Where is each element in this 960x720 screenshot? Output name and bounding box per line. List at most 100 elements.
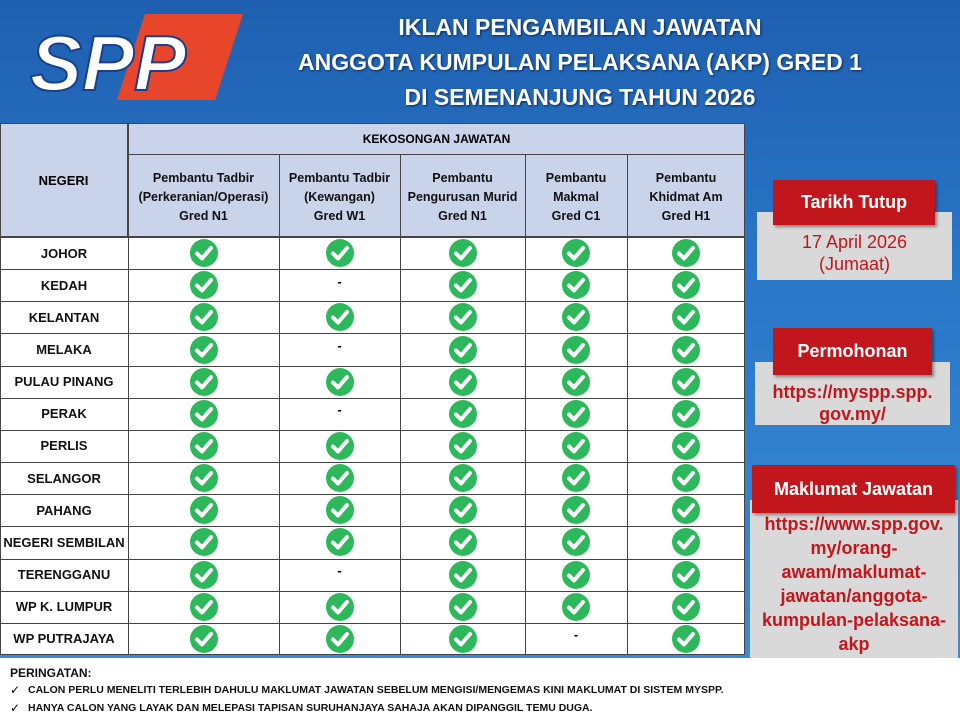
panel-text: 17 April 2026 <box>801 232 908 252</box>
check-icon <box>325 432 354 460</box>
logo-text: SPP <box>30 19 187 107</box>
check-icon <box>672 528 700 557</box>
check-icon <box>562 560 590 589</box>
footer-item: HANYA CALON YANG LAYAK DAN MELEPASI TAPI… <box>28 702 593 714</box>
check-mark: ✓ <box>10 701 21 715</box>
check-icon <box>325 239 354 268</box>
check-icon <box>672 335 700 364</box>
footer-bg <box>0 658 960 720</box>
check-icon <box>672 303 700 332</box>
check-icon <box>448 367 477 396</box>
column-header: Pembantu Tadbir <box>288 171 391 185</box>
check-icon <box>562 271 590 300</box>
row-line <box>0 590 745 592</box>
state-name: WP K. LUMPUR <box>15 599 113 615</box>
check-icon <box>672 464 700 493</box>
row-line <box>0 333 745 335</box>
check-icon <box>562 399 590 428</box>
state-name: KEDAH <box>40 277 88 293</box>
column-header: Pembantu Tadbir <box>152 171 255 185</box>
check-icon <box>189 271 218 300</box>
title-line: DI SEMENANJUNG TAHUN 2026 <box>404 84 756 110</box>
column-header: Gred N1 <box>179 209 228 223</box>
state-name: PERAK <box>41 406 87 422</box>
row-line <box>0 429 745 431</box>
check-icon <box>672 432 700 460</box>
check-icon <box>672 399 700 428</box>
panel-text: kumpulan-pelaksana- <box>761 610 947 630</box>
panel-text: jawatan/anggota- <box>780 586 928 606</box>
check-icon <box>448 560 477 589</box>
column-header: Pengurusan Murid <box>407 190 518 204</box>
check-icon <box>189 624 218 653</box>
check-icon <box>325 624 354 653</box>
row-line <box>0 365 745 367</box>
row-line <box>0 301 745 303</box>
check-icon <box>448 239 477 268</box>
column-divider <box>525 155 526 655</box>
state-name: SELANGOR <box>27 470 101 486</box>
column-divider <box>128 123 129 655</box>
row-line <box>0 558 745 560</box>
row-line <box>0 269 745 271</box>
row-line <box>0 237 745 238</box>
check-icon <box>325 367 354 396</box>
panel-title: Maklumat Jawatan <box>752 465 955 513</box>
state-name: WP PUTRAJAYA <box>13 631 115 647</box>
panel-title: Tarikh Tutup <box>773 180 935 225</box>
check-icon <box>325 496 354 525</box>
state-name: MELAKA <box>36 342 92 358</box>
dash: - <box>337 563 342 579</box>
row-line <box>0 526 745 528</box>
check-icon <box>448 592 477 621</box>
footer-item: CALON PERLU MENELITI TERLEBIH DAHULU MAK… <box>28 684 724 696</box>
row-line <box>0 397 745 399</box>
state-name: PAHANG <box>36 502 92 518</box>
column-header: Khidmat Am <box>649 190 723 204</box>
check-icon <box>189 560 218 589</box>
panel-body <box>750 500 958 662</box>
dash: - <box>573 627 579 643</box>
check-icon <box>189 367 218 396</box>
check-icon <box>562 496 590 525</box>
check-icon <box>672 624 700 653</box>
dash: - <box>337 338 342 354</box>
column-header: Pembantu <box>432 171 493 185</box>
check-icon <box>448 399 477 428</box>
check-icon <box>189 496 218 525</box>
logo: SPP <box>29 14 243 107</box>
panel-text: gov.my/ <box>819 404 886 424</box>
panel-text: (Jumaat) <box>818 254 890 274</box>
check-icon <box>448 303 477 332</box>
column-header: Gred H1 <box>661 209 711 223</box>
column-header: Gred N1 <box>438 209 487 223</box>
title-line: ANGGOTA KUMPULAN PELAKSANA (AKP) GRED 1 <box>298 49 862 75</box>
check-icon <box>672 592 700 621</box>
check-icon <box>325 528 354 557</box>
column-header: Pembantu <box>545 171 607 185</box>
row-line <box>0 462 745 464</box>
check-icon <box>189 464 218 493</box>
state-name: PERLIS <box>40 438 88 454</box>
state-name: KELANTAN <box>28 309 100 325</box>
check-icon <box>325 592 354 621</box>
column-header: Gred W1 <box>313 209 366 223</box>
header-bg <box>0 123 745 237</box>
check-icon <box>562 432 590 460</box>
check-icon <box>562 367 590 396</box>
check-icon <box>189 432 218 460</box>
column-header: Gred C1 <box>551 209 601 223</box>
column-divider <box>400 155 401 655</box>
panel-text: https://www.spp.gov. <box>764 514 944 534</box>
check-icon <box>562 239 590 268</box>
dash: - <box>337 402 342 418</box>
check-icon <box>672 367 700 396</box>
check-icon <box>448 432 477 460</box>
check-icon <box>562 335 590 364</box>
check-icon <box>672 239 700 268</box>
check-icon <box>562 303 590 332</box>
title-line: IKLAN PENGAMBILAN JAWATAN <box>398 14 762 40</box>
footer-heading: PERINGATAN: <box>10 666 92 680</box>
check-icon <box>189 335 218 364</box>
